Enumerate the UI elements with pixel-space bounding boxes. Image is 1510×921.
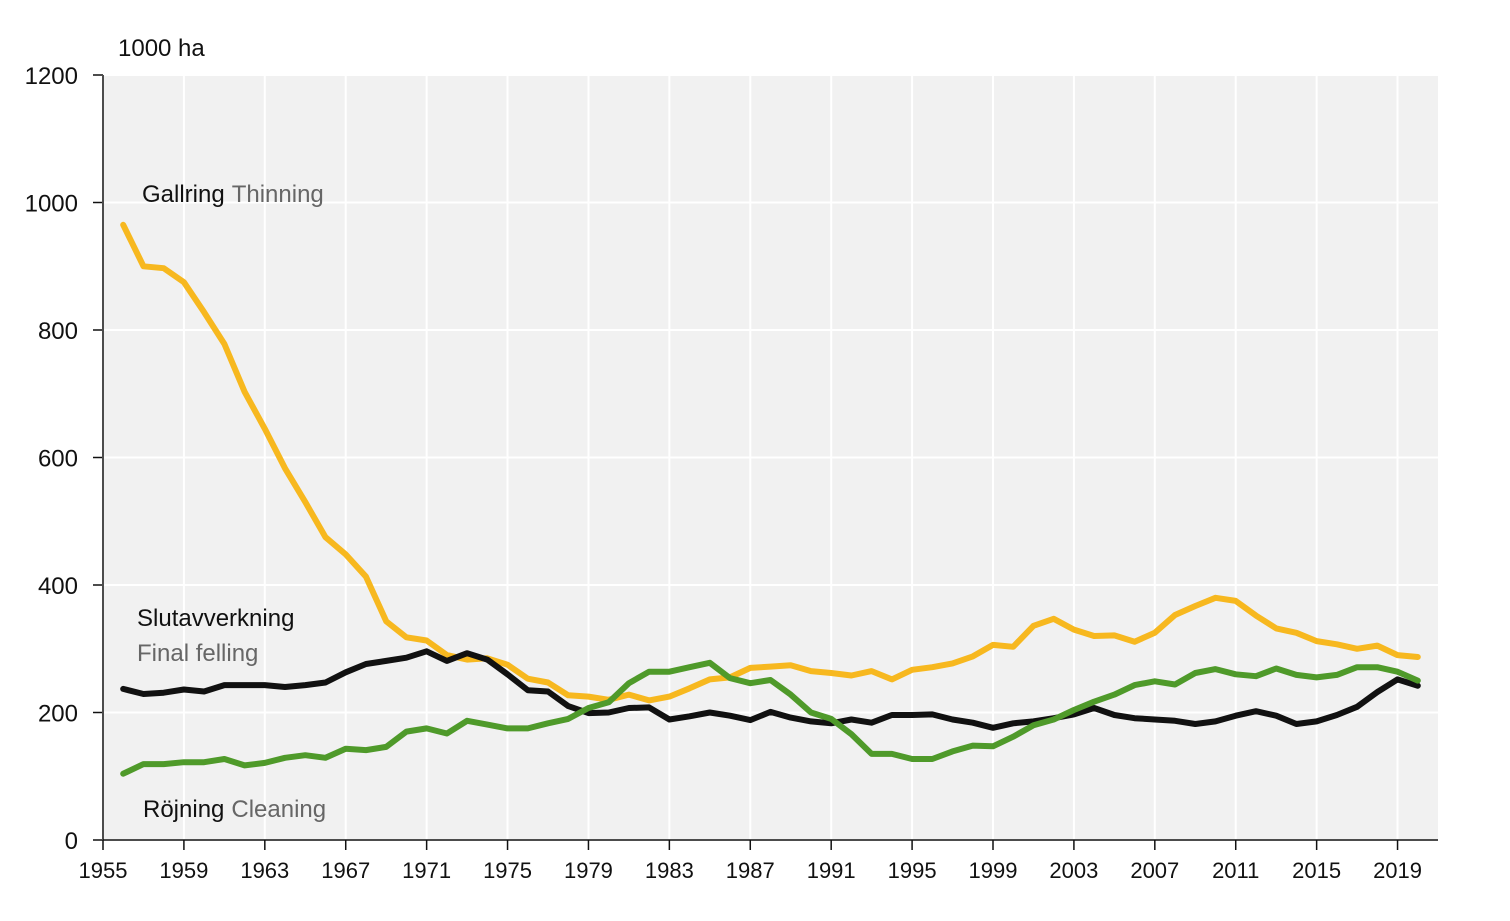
x-tick-label: 1975	[483, 858, 532, 883]
y-tick-label: 800	[38, 318, 78, 345]
y-axis-label: 1000 ha	[118, 35, 205, 62]
x-tick-label: 1991	[807, 858, 856, 883]
series-name: Röjning	[143, 796, 224, 823]
series-line	[120, 221, 1421, 704]
series-line	[120, 648, 1421, 731]
series-name: Gallring	[142, 181, 225, 208]
y-tick-label: 1200	[25, 63, 78, 90]
y-tick-label: 1000	[25, 191, 78, 218]
x-tick-label: 1999	[969, 858, 1018, 883]
series-label: Slutavverkning Final felling	[137, 605, 294, 667]
x-tick-label: 1995	[888, 858, 937, 883]
x-tick-label: 1987	[726, 858, 775, 883]
x-tick-label: 1971	[402, 858, 451, 883]
series-line	[120, 659, 1421, 777]
y-tick-label: 0	[65, 828, 78, 855]
y-tick-label: 400	[38, 573, 78, 600]
series-label: Gallring Thinning	[142, 181, 324, 208]
series-name-en: Thinning	[232, 181, 324, 208]
x-tick-label: 2011	[1212, 858, 1259, 883]
x-tick-label: 2015	[1292, 858, 1341, 883]
x-tick-label: 1955	[79, 858, 128, 883]
y-tick-label: 600	[38, 446, 78, 473]
x-tick-label: 1983	[645, 858, 694, 883]
x-tick-label: 1959	[159, 858, 208, 883]
y-tick-label: 200	[38, 701, 78, 728]
series-label: Röjning Cleaning	[143, 796, 326, 823]
x-tick-label: 2019	[1373, 858, 1422, 883]
series-name-en: Cleaning	[231, 796, 326, 823]
series-name: Slutavverkning	[137, 605, 294, 632]
x-tick-label: 2003	[1049, 858, 1098, 883]
series-name-en: Final felling	[137, 640, 258, 667]
x-tick-label: 1963	[240, 858, 289, 883]
x-tick-label: 1967	[321, 858, 370, 883]
x-tick-label: 1979	[564, 858, 613, 883]
x-tick-label: 2007	[1130, 858, 1179, 883]
